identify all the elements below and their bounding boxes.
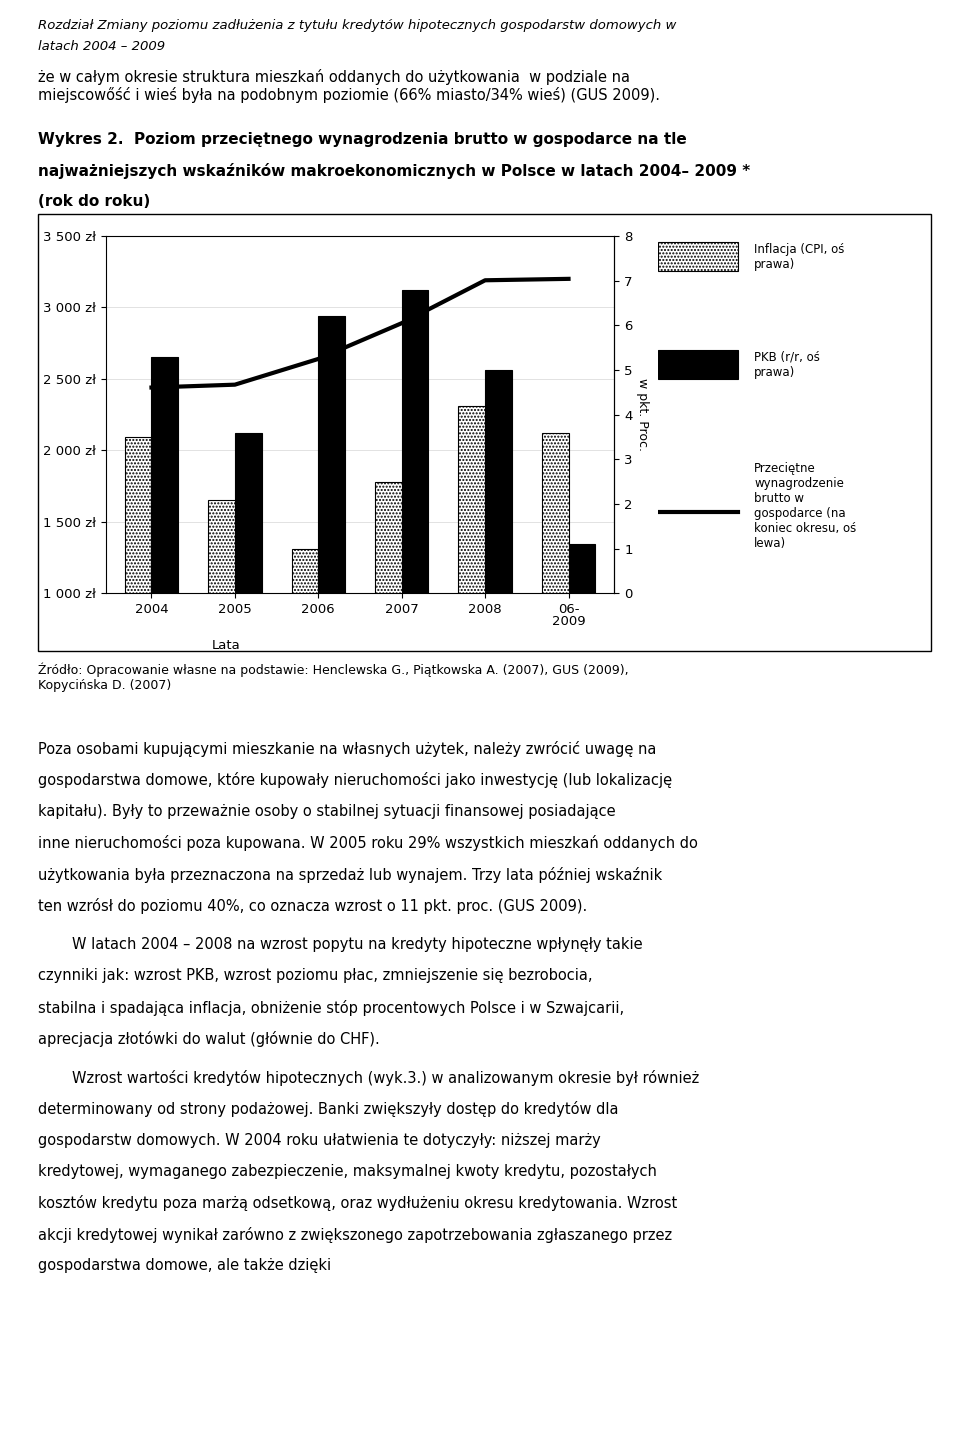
Bar bbox=[152, 356, 179, 593]
Bar bbox=[319, 316, 345, 593]
Text: Wykres 2.  Poziom przeciętnego wynagrodzenia brutto w gospodarce na tle: Wykres 2. Poziom przeciętnego wynagrodze… bbox=[38, 132, 687, 146]
Text: akcji kredytowej wynikał zarówno z zwiększonego zapotrzebowania zgłaszanego prze: akcji kredytowej wynikał zarówno z zwięk… bbox=[38, 1227, 673, 1243]
Text: Rozdział Zmiany poziomu zadłużenia z tytułu kredytów hipotecznych gospodarstw do: Rozdział Zmiany poziomu zadłużenia z tyt… bbox=[38, 19, 677, 31]
Text: PKB (r/r, oś
prawa): PKB (r/r, oś prawa) bbox=[755, 350, 820, 379]
Bar bbox=[568, 545, 595, 593]
Text: Przeciętne
wynagrodzenie
brutto w
gospodarce (na
koniec okresu, oś
lewa): Przeciętne wynagrodzenie brutto w gospod… bbox=[755, 462, 856, 551]
Text: Źródło: Opracowanie własne na podstawie: Henclewska G., Piątkowska A. (2007), GU: Źródło: Opracowanie własne na podstawie:… bbox=[38, 662, 629, 692]
Text: że w całym okresie struktura mieszkań oddanych do użytkowania  w podziale na
mie: że w całym okresie struktura mieszkań od… bbox=[38, 69, 660, 103]
Text: czynniki jak: wzrost PKB, wzrost poziomu płac, zmniejszenie się bezrobocia,: czynniki jak: wzrost PKB, wzrost poziomu… bbox=[38, 968, 593, 982]
Text: W latach 2004 – 2008 na wzrost popytu na kredyty hipoteczne wpłynęły takie: W latach 2004 – 2008 na wzrost popytu na… bbox=[72, 937, 642, 951]
Text: Wzrost wartości kredytów hipotecznych (wyk.3.) w analizowanym okresie był równie: Wzrost wartości kredytów hipotecznych (w… bbox=[72, 1070, 699, 1085]
FancyBboxPatch shape bbox=[658, 243, 738, 272]
Bar bbox=[485, 370, 512, 593]
Text: inne nieruchomości poza kupowana. W 2005 roku 29% wszystkich mieszkań oddanych d: inne nieruchomości poza kupowana. W 2005… bbox=[38, 835, 698, 851]
Bar bbox=[375, 482, 401, 593]
Text: Inflacja (CPI, oś
prawa): Inflacja (CPI, oś prawa) bbox=[755, 243, 845, 270]
Bar bbox=[208, 499, 235, 593]
Bar bbox=[401, 289, 428, 593]
Text: (rok do roku): (rok do roku) bbox=[38, 194, 151, 209]
Text: Poza osobami kupującymi mieszkanie na własnych użytek, należy zwrócić uwagę na: Poza osobami kupującymi mieszkanie na wł… bbox=[38, 741, 657, 756]
Text: użytkowania była przeznaczona na sprzedaż lub wynajem. Trzy lata później wskaźni: użytkowania była przeznaczona na sprzeda… bbox=[38, 867, 662, 882]
Bar bbox=[292, 549, 319, 593]
Bar bbox=[459, 406, 485, 593]
Text: najważniejszych wskaźników makroekonomicznych w Polsce w latach 2004– 2009 *: najważniejszych wskaźników makroekonomic… bbox=[38, 163, 751, 179]
Text: kapitału). Były to przeważnie osoby o stabilnej sytuacji finansowej posiadające: kapitału). Były to przeważnie osoby o st… bbox=[38, 804, 616, 818]
Y-axis label: w pkt. Proc.: w pkt. Proc. bbox=[636, 378, 649, 452]
Text: determinowany od strony podażowej. Banki zwiększyły dostęp do kredytów dla: determinowany od strony podażowej. Banki… bbox=[38, 1101, 619, 1117]
Text: latach 2004 – 2009: latach 2004 – 2009 bbox=[38, 40, 165, 53]
Text: kredytowej, wymaganego zabezpieczenie, maksymalnej kwoty kredytu, pozostałych: kredytowej, wymaganego zabezpieczenie, m… bbox=[38, 1164, 658, 1178]
Text: Lata: Lata bbox=[211, 639, 240, 652]
Text: ten wzrósł do poziomu 40%, co oznacza wzrost o 11 pkt. proc. (GUS 2009).: ten wzrósł do poziomu 40%, co oznacza wz… bbox=[38, 898, 588, 914]
Bar bbox=[541, 432, 568, 593]
FancyBboxPatch shape bbox=[658, 350, 738, 379]
Bar bbox=[125, 438, 152, 593]
Text: gospodarstw domowych. W 2004 roku ułatwienia te dotyczyły: niższej marży: gospodarstw domowych. W 2004 roku ułatwi… bbox=[38, 1133, 601, 1147]
Text: kosztów kredytu poza marżą odsetkową, oraz wydłużeniu okresu kredytowania. Wzros: kosztów kredytu poza marżą odsetkową, or… bbox=[38, 1195, 678, 1211]
Text: aprecjacja złotówki do walut (głównie do CHF).: aprecjacja złotówki do walut (głównie do… bbox=[38, 1031, 380, 1047]
Text: gospodarstwa domowe, ale także dzięki: gospodarstwa domowe, ale także dzięki bbox=[38, 1258, 331, 1273]
Text: stabilna i spadająca inflacja, obniżenie stóp procentowych Polsce i w Szwajcarii: stabilna i spadająca inflacja, obniżenie… bbox=[38, 1000, 625, 1015]
Text: gospodarstwa domowe, które kupowały nieruchomości jako inwestycję (lub lokalizac: gospodarstwa domowe, które kupowały nier… bbox=[38, 772, 673, 788]
Bar bbox=[235, 432, 261, 593]
